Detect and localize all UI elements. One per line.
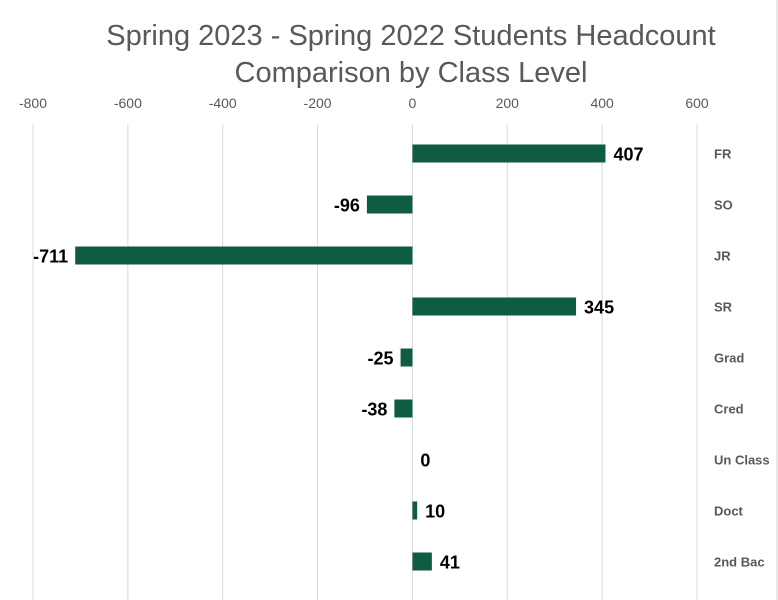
x-tick-label: -400 — [209, 95, 237, 111]
category-label: 2nd Bac — [714, 555, 765, 570]
data-label: 345 — [584, 298, 614, 318]
x-tick-label: 200 — [496, 95, 520, 111]
category-label: Un Class — [714, 453, 770, 468]
category-label: Doct — [714, 504, 744, 519]
category-label: Grad — [714, 351, 744, 366]
x-tick-label: -200 — [304, 95, 332, 111]
bar — [412, 297, 577, 316]
bar — [400, 348, 413, 367]
chart-title-line-2: Comparison by Class Level — [234, 57, 588, 89]
data-label: -711 — [33, 247, 68, 267]
chart-title-line-1: Spring 2023 - Spring 2022 Students Headc… — [106, 20, 716, 52]
bar — [412, 501, 418, 520]
bar — [412, 144, 606, 163]
category-label: JR — [714, 249, 731, 264]
data-label: -96 — [334, 196, 360, 216]
x-tick-label: -600 — [114, 95, 142, 111]
category-label: FR — [714, 147, 732, 162]
x-tick-label: 600 — [685, 95, 709, 111]
category-label: Cred — [714, 402, 744, 417]
data-label: 0 — [420, 451, 430, 471]
data-label: 41 — [440, 553, 460, 573]
bar — [75, 246, 413, 265]
bar — [394, 399, 413, 418]
data-label: -38 — [361, 400, 387, 420]
bar — [412, 552, 432, 571]
x-tick-label: -800 — [19, 95, 47, 111]
data-label: -25 — [368, 349, 394, 369]
category-label: SR — [714, 300, 733, 315]
category-label: SO — [714, 198, 733, 213]
data-label: 10 — [425, 502, 445, 522]
x-tick-label: 400 — [590, 95, 614, 111]
x-tick-label: 0 — [409, 95, 417, 111]
data-label: 407 — [613, 145, 643, 165]
bar — [366, 195, 413, 214]
